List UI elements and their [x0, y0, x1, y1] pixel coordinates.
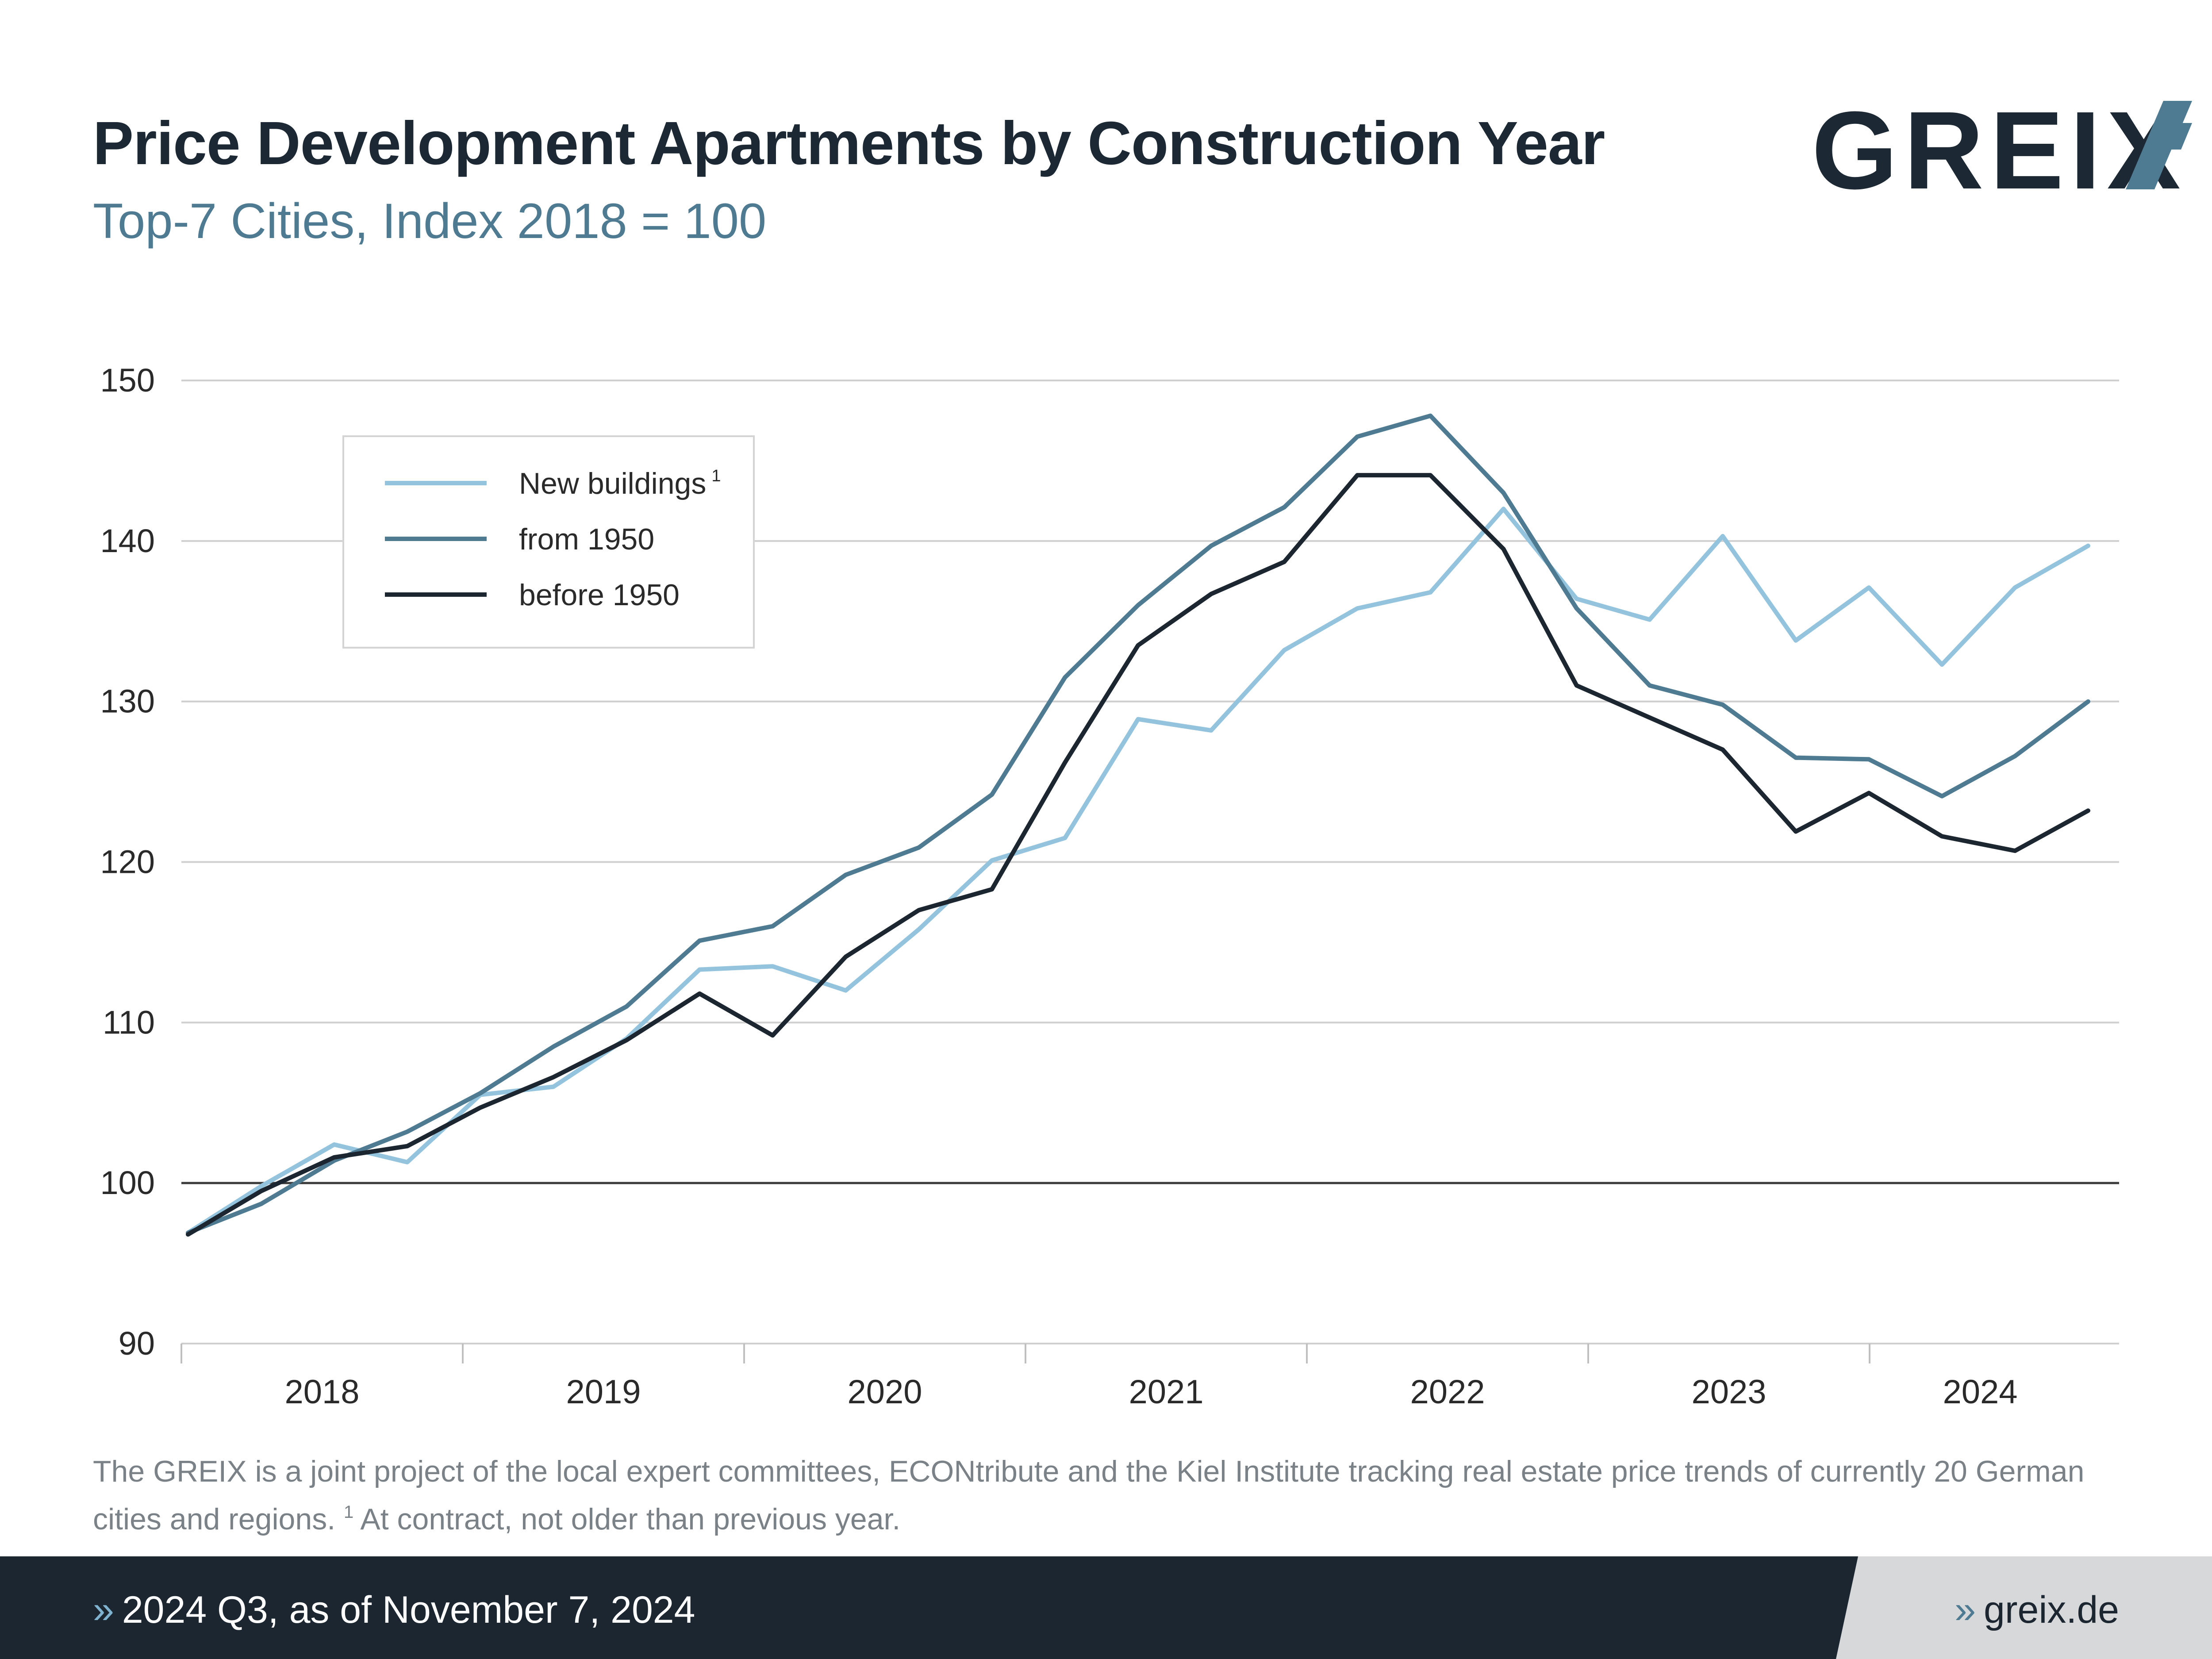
footer-website-panel [1836, 1556, 2212, 1659]
footnote-mark: 1 [344, 1502, 354, 1522]
y-tick-label: 140 [100, 522, 155, 559]
chevron-right-icon: » [93, 1589, 114, 1631]
x-tick-label: 2021 [1129, 1373, 1203, 1411]
footnote-note-text: At contract, not older than previous yea… [360, 1502, 901, 1536]
footer-website-link[interactable]: » greix.de [1955, 1588, 2119, 1632]
footer-website-text[interactable]: greix.de [1984, 1589, 2119, 1631]
y-tick-label: 120 [100, 844, 155, 880]
y-tick-label: 110 [103, 1004, 155, 1041]
x-tick-label: 2024 [1943, 1373, 2017, 1411]
y-tick-label: 100 [100, 1164, 155, 1201]
footnote: The GREIX is a joint project of the loca… [93, 1451, 2128, 1540]
logo-slash-icon [2126, 101, 2192, 189]
footer-date-text: 2024 Q3, as of November 7, 2024 [122, 1589, 695, 1631]
x-axis: 2018 2019 2020 2021 2022 2023 2024 [180, 1344, 2018, 1411]
series-line-from-1950 [186, 413, 2090, 1235]
y-tick-label: 150 [100, 362, 155, 399]
chevron-right-icon: » [1955, 1589, 1976, 1631]
legend-label: before 1950 [519, 578, 680, 612]
footnote-text: The GREIX is a joint project of the loca… [93, 1455, 2085, 1536]
greix-logo: GREIX [1812, 95, 2192, 206]
x-tick-label: 2023 [1691, 1373, 1766, 1411]
y-tick-label: 90 [119, 1325, 155, 1362]
line-chart: 90 100 110 120 130 140 150 2018 2019 2020 2021 202… [100, 362, 2119, 1411]
logo-wordmark: GREIX [1812, 88, 2187, 212]
series-lines [186, 413, 2090, 1237]
x-tick-label: 2019 [566, 1373, 641, 1411]
x-tick-label: 2022 [1410, 1373, 1485, 1411]
y-axis-ticks: 90 100 110 120 130 140 150 [100, 362, 155, 1362]
legend-footnote-mark: 1 [711, 467, 721, 485]
x-tick-label: 2018 [284, 1373, 359, 1411]
series-line-before-1950 [186, 473, 2090, 1237]
legend: New buildings 1 from 1950 before 1950 [342, 435, 755, 649]
y-tick-label: 130 [100, 683, 155, 720]
chart-title: Price Development Apartments by Construc… [93, 109, 1605, 177]
chart-subtitle: Top-7 Cities, Index 2018 = 100 [93, 193, 767, 249]
legend-box [342, 435, 755, 649]
legend-label: New buildings 1 [519, 467, 721, 500]
footer-date: » 2024 Q3, as of November 7, 2024 [93, 1588, 695, 1632]
legend-label: from 1950 [519, 522, 654, 556]
x-tick-label: 2020 [847, 1373, 922, 1411]
series-line-new-buildings [186, 507, 2090, 1235]
